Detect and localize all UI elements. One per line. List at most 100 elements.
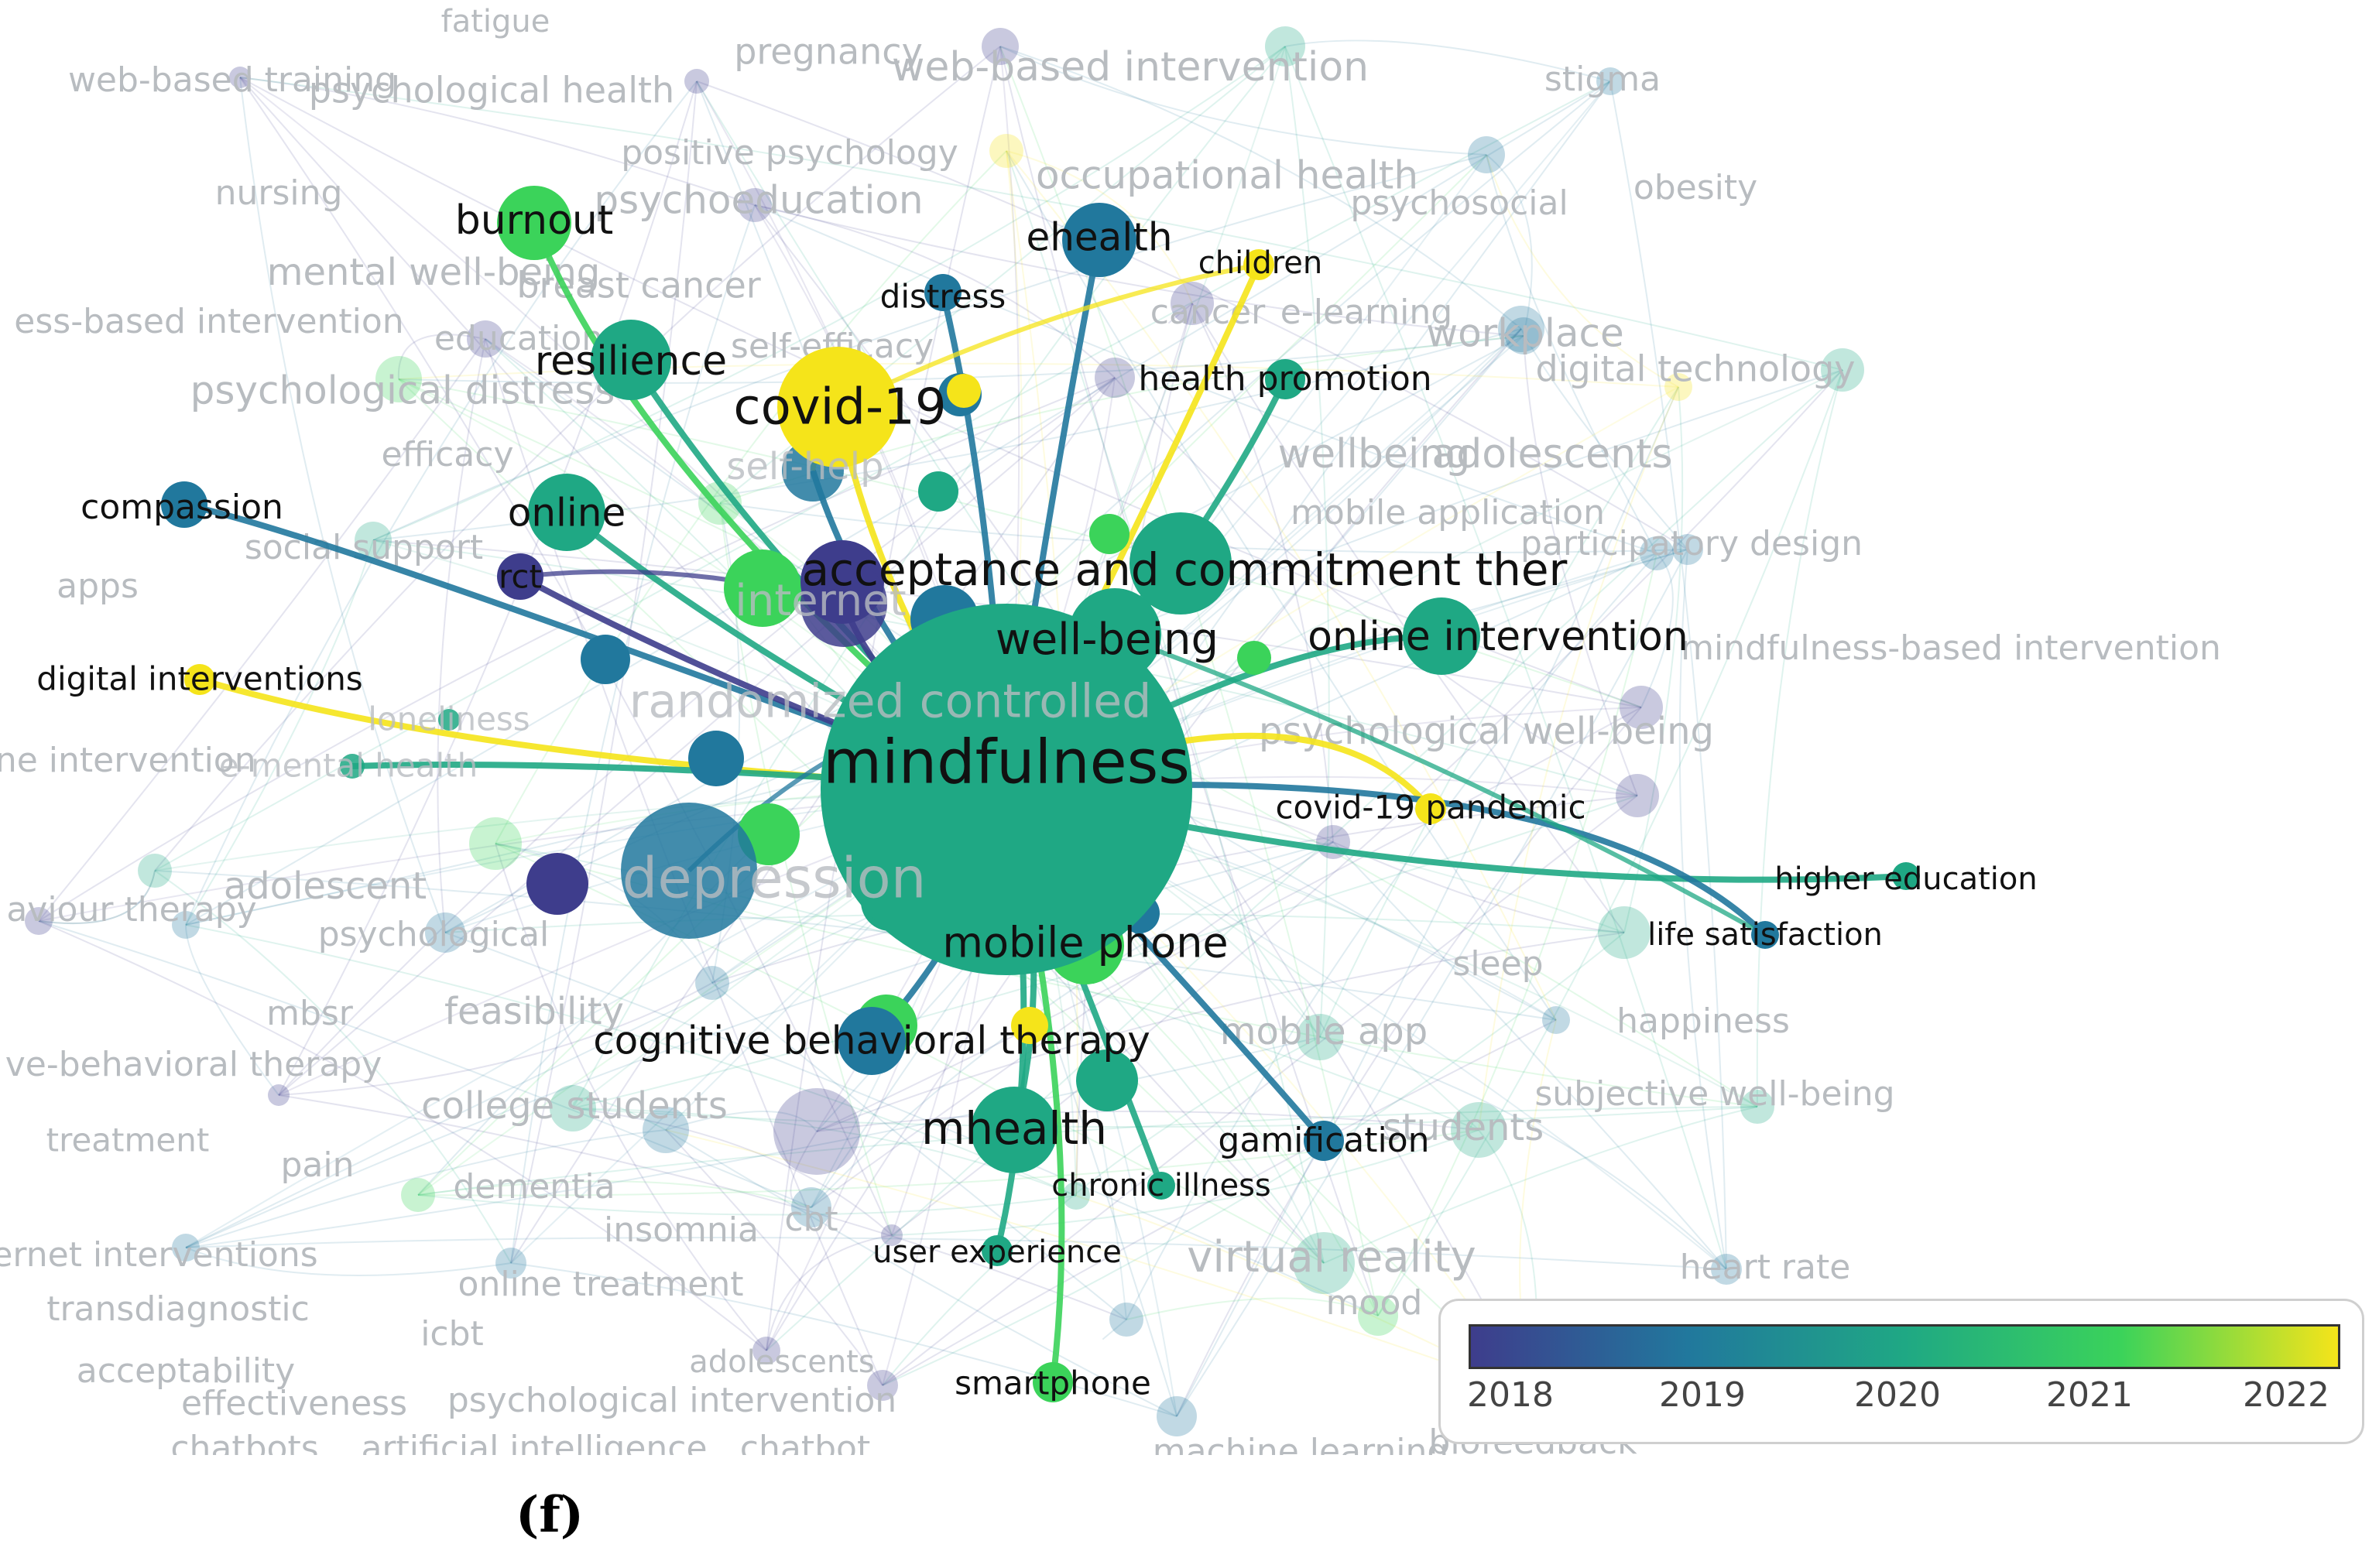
background-node bbox=[1640, 536, 1674, 570]
edge-covid19-children bbox=[836, 262, 1260, 409]
background-edge bbox=[1523, 335, 1638, 796]
background-keyword-label: transdiagnostic bbox=[46, 1289, 310, 1329]
background-edge bbox=[437, 338, 486, 933]
background-keyword-label: ess-based intervention bbox=[14, 302, 403, 341]
background-node bbox=[25, 907, 53, 935]
node-distress[interactable] bbox=[924, 274, 962, 311]
node-chronic_illness[interactable] bbox=[1147, 1172, 1175, 1200]
background-node bbox=[172, 911, 200, 939]
node-online_intervention[interactable] bbox=[1403, 597, 1480, 675]
keyword-node[interactable] bbox=[1011, 1007, 1048, 1044]
node-covid19[interactable] bbox=[777, 347, 898, 467]
node-online[interactable] bbox=[528, 474, 605, 551]
node-life_satisfaction[interactable] bbox=[1751, 921, 1779, 949]
node-digital_interventions[interactable] bbox=[184, 664, 215, 695]
background-node bbox=[495, 1248, 526, 1279]
keyword-node[interactable] bbox=[1089, 514, 1130, 554]
background-edge bbox=[38, 870, 156, 924]
node-health_promotion[interactable] bbox=[1265, 359, 1305, 399]
background-edge bbox=[1486, 154, 1657, 554]
node-cbt_therapy[interactable] bbox=[838, 1007, 906, 1075]
background-edge bbox=[1176, 386, 1679, 1417]
background-keyword-label: digital technology bbox=[1535, 348, 1855, 390]
background-edge bbox=[711, 982, 1127, 1320]
background-keyword-label: insomnia bbox=[604, 1210, 759, 1250]
background-node bbox=[1358, 1296, 1398, 1336]
background-edge bbox=[754, 204, 1116, 378]
background-edge bbox=[239, 77, 756, 206]
background-edge bbox=[278, 1094, 1127, 1320]
background-nodes bbox=[25, 26, 1864, 1436]
background-edge bbox=[185, 1129, 667, 1248]
background-edge bbox=[185, 924, 279, 1096]
background-node bbox=[1171, 282, 1214, 325]
node-ehealth[interactable] bbox=[1062, 203, 1136, 277]
label-mindfulness: mindfulness bbox=[823, 728, 1190, 797]
keyword-node[interactable] bbox=[581, 635, 630, 684]
label-covid19_pandemic: covid-19 pandemic bbox=[1275, 789, 1585, 827]
year-color-scale bbox=[1469, 1324, 2340, 1369]
background-keyword-label: ernet interventions bbox=[0, 1235, 318, 1275]
keyword-node[interactable] bbox=[724, 549, 801, 627]
keyword-node[interactable] bbox=[526, 853, 588, 915]
node-user_experience[interactable] bbox=[982, 1235, 1013, 1266]
figure-caption: (f) bbox=[515, 1486, 584, 1544]
label-health_promotion: health promotion bbox=[1138, 359, 1431, 399]
background-keyword-label: mobile application bbox=[1291, 493, 1605, 532]
keyword-labels: mindfulness covid-19 acceptance and commit… bbox=[36, 197, 2037, 1402]
background-edge bbox=[665, 1129, 1534, 1394]
background-keyword-label: workplace bbox=[1426, 311, 1624, 356]
label-rct: rct bbox=[499, 558, 542, 596]
background-keyword-label: wellbeing bbox=[1278, 431, 1471, 478]
background-edge bbox=[1623, 386, 1684, 933]
node-rct[interactable] bbox=[497, 553, 543, 600]
node-compassion[interactable] bbox=[161, 481, 207, 528]
keyword-node[interactable] bbox=[1076, 1049, 1138, 1111]
node-children[interactable] bbox=[1243, 249, 1274, 280]
background-edge bbox=[1756, 369, 1843, 1108]
legend-tick-2019: 2019 bbox=[1659, 1375, 1746, 1415]
background-keyword-label: treatment bbox=[46, 1121, 210, 1159]
background-keyword-label: web-based intervention bbox=[892, 44, 1369, 91]
network-map: fatigue pregnancy web-based intervention st… bbox=[0, 4, 2221, 1471]
background-edge bbox=[185, 80, 1611, 926]
background-edge bbox=[398, 335, 1524, 384]
node-emental[interactable] bbox=[340, 754, 365, 779]
background-keyword-label: feasibility bbox=[444, 990, 624, 1033]
node-resilience[interactable] bbox=[591, 320, 671, 400]
background-keyword-label: mbsr bbox=[266, 994, 354, 1033]
node-gamification[interactable] bbox=[1304, 1121, 1344, 1161]
node-mindfulness[interactable] bbox=[821, 604, 1192, 975]
background-edge bbox=[572, 1097, 667, 1131]
node-depression[interactable] bbox=[621, 803, 757, 939]
background-keyword-label: psychological intervention bbox=[447, 1381, 896, 1420]
background-edge bbox=[417, 1106, 1758, 1196]
background-edge bbox=[766, 1234, 893, 1351]
keyword-node[interactable] bbox=[947, 374, 981, 408]
background-edge bbox=[1006, 150, 1557, 1021]
year-legend: 2018 2019 2020 2021 2022 bbox=[1438, 1299, 2364, 1444]
background-keyword-label: artificial intelligence bbox=[361, 1429, 707, 1455]
node-internet[interactable] bbox=[800, 560, 887, 647]
background-node bbox=[1095, 358, 1135, 398]
background-keyword-label: adolescents bbox=[1431, 431, 1672, 478]
node-burnout[interactable] bbox=[497, 186, 571, 260]
keyword-node[interactable] bbox=[688, 731, 744, 786]
node-acceptance[interactable] bbox=[1130, 512, 1232, 615]
node-smartphone[interactable] bbox=[1033, 1362, 1073, 1402]
node-mhealth[interactable] bbox=[971, 1087, 1058, 1173]
background-node bbox=[1297, 1014, 1343, 1060]
node-loneliness[interactable] bbox=[438, 709, 460, 731]
keyword-node[interactable] bbox=[1237, 641, 1271, 675]
background-edge bbox=[1319, 386, 1679, 1038]
legend-tick-2022: 2022 bbox=[2243, 1375, 2329, 1415]
background-node bbox=[229, 67, 251, 88]
keyword-node[interactable] bbox=[918, 471, 958, 512]
node-higher_education[interactable] bbox=[1892, 862, 1920, 890]
legend-tick-2021: 2021 bbox=[2046, 1375, 2133, 1415]
node-covid19_pandemic[interactable] bbox=[1415, 793, 1446, 824]
background-edge bbox=[999, 46, 1379, 1316]
background-node bbox=[1620, 686, 1663, 729]
